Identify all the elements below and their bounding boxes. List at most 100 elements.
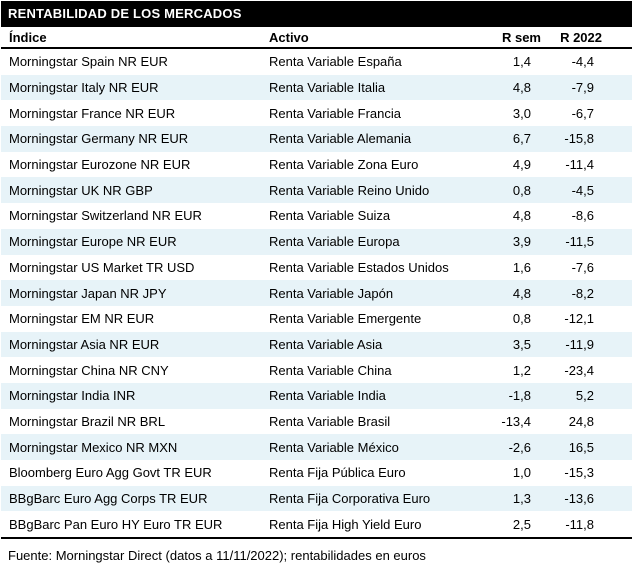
cell-rsem: 1,2 [512, 362, 531, 378]
cell-r2022: 24,8 [568, 413, 594, 429]
table-row: Morningstar Germany NR EUR Renta Variable… [1, 126, 632, 152]
cell-activo: Renta Variable Alemania [269, 131, 412, 147]
cell-r2022: -8,2 [571, 285, 594, 301]
table-row: BBgBarc Pan Euro HY Euro TR EUR Renta Fij… [1, 511, 632, 537]
cell-rsem: 0,8 [512, 182, 531, 198]
cell-rsem: 4,8 [512, 285, 531, 301]
cell-rsem: 1,0 [512, 465, 531, 481]
table-row: Morningstar Mexico NR MXN Renta Variable … [1, 434, 632, 460]
cell-rsem: 3,5 [512, 336, 531, 352]
cell-indice: Morningstar Spain NR EUR [9, 54, 168, 70]
cell-activo: Renta Variable España [269, 54, 402, 70]
cell-indice: Morningstar Switzerland NR EUR [9, 208, 202, 224]
cell-activo: Renta Variable Francia [269, 105, 401, 121]
cell-rsem: 4,8 [512, 208, 531, 224]
cell-r2022: -15,8 [564, 131, 594, 147]
table-body: Morningstar Spain NR EUR Renta Variable E… [1, 49, 632, 540]
table-row: Morningstar Eurozone NR EUR Renta Variabl… [1, 152, 632, 178]
cell-r2022: -11,5 [565, 234, 594, 250]
cell-rsem: 3,0 [512, 105, 531, 121]
cell-r2022: -7,9 [571, 80, 594, 96]
cell-activo: Renta Variable Zona Euro [269, 157, 419, 173]
cell-rsem: -2,6 [508, 439, 531, 455]
cell-activo: Renta Variable Suiza [269, 208, 391, 224]
cell-r2022: -7,6 [571, 259, 594, 275]
cell-indice: Morningstar Germany NR EUR [9, 131, 189, 147]
cell-activo: Renta Variable Emergente [269, 311, 422, 327]
col-header-indice: Índice [9, 29, 47, 45]
table-row: Morningstar Switzerland NR EUR Renta Vari… [1, 203, 632, 229]
cell-rsem: 1,3 [512, 491, 531, 507]
cell-rsem: 6,7 [512, 131, 531, 147]
cell-activo: Renta Variable Europa [269, 234, 400, 250]
col-header-r2022: R 2022 [560, 29, 602, 45]
cell-r2022: -23,4 [564, 362, 594, 378]
col-header-rsem: R sem [501, 29, 541, 45]
col-header-activo: Activo [269, 29, 309, 45]
cell-r2022: -4,5 [571, 182, 594, 198]
cell-indice: Morningstar Italy NR EUR [9, 80, 159, 96]
cell-activo: Renta Variable Japón [269, 285, 394, 301]
table-row: Bloomberg Euro Agg Govt TR EUR Renta Fija… [1, 460, 632, 486]
cell-activo: Renta Fija Corporativa Euro [269, 491, 431, 507]
cell-r2022: 16,5 [568, 439, 594, 455]
cell-rsem: 0,8 [512, 311, 531, 327]
cell-indice: Morningstar Eurozone NR EUR [9, 157, 191, 173]
cell-rsem: 1,6 [512, 259, 531, 275]
cell-activo: Renta Variable Estados Unidos [269, 259, 449, 275]
table-row: Morningstar UK NR GBP Renta Variable Rein… [1, 177, 632, 204]
cell-rsem: 4,8 [512, 80, 531, 96]
cell-r2022: -11,4 [565, 157, 594, 173]
cell-activo: Renta Variable Italia [269, 80, 386, 96]
table-row: Morningstar EM NR EUR Renta Variable Emer… [1, 306, 632, 332]
table-row: Morningstar India INR Renta Variable Indi… [1, 382, 632, 409]
cell-r2022: -12,1 [564, 311, 594, 327]
cell-r2022: -11,9 [565, 336, 594, 352]
table-header-row: Índice Activo R sem R 2022 [1, 27, 632, 49]
cell-rsem: 1,4 [512, 54, 531, 70]
cell-rsem: -13,4 [501, 413, 531, 429]
table-row: Morningstar Asia NR EUR Renta Variable As… [1, 331, 632, 358]
cell-activo: Renta Fija High Yield Euro [269, 516, 422, 532]
table-title: RENTABILIDAD DE LOS MERCADOS [1, 1, 632, 27]
cell-indice: BBgBarc Pan Euro HY Euro TR EUR [9, 516, 223, 532]
cell-r2022: 5,2 [575, 388, 594, 404]
cell-r2022: -4,4 [571, 54, 594, 70]
cell-rsem: -1,8 [508, 388, 531, 404]
table-row: Morningstar Italy NR EUR Renta Variable I… [1, 74, 632, 101]
table-row: Morningstar France NR EUR Renta Variable … [1, 100, 632, 126]
cell-rsem: 4,9 [512, 157, 531, 173]
cell-indice: Morningstar UK NR GBP [9, 182, 153, 198]
cell-indice: Morningstar Japan NR JPY [9, 285, 167, 301]
cell-activo: Renta Variable México [269, 439, 399, 455]
cell-activo: Renta Variable Brasil [269, 413, 391, 429]
cell-indice: Morningstar Europe NR EUR [9, 234, 177, 250]
source-note: Fuente: Morningstar Direct (datos a 11/1… [8, 548, 426, 564]
cell-indice: Morningstar Mexico NR MXN [9, 439, 178, 455]
cell-r2022: -8,6 [571, 208, 594, 224]
cell-indice: Morningstar India INR [9, 388, 136, 404]
cell-rsem: 3,9 [512, 234, 531, 250]
cell-activo: Renta Fija Pública Euro [269, 465, 406, 481]
table-row: BBgBarc Euro Agg Corps TR EUR Renta Fija … [1, 485, 632, 512]
cell-r2022: -13,6 [564, 491, 594, 507]
cell-indice: Morningstar China NR CNY [9, 362, 169, 378]
returns-table: RENTABILIDAD DE LOS MERCADOS Índice Acti… [1, 1, 632, 540]
cell-indice: Bloomberg Euro Agg Govt TR EUR [9, 465, 212, 481]
cell-indice: Morningstar Brazil NR BRL [9, 413, 166, 429]
cell-indice: BBgBarc Euro Agg Corps TR EUR [9, 491, 208, 507]
table-row: Morningstar Europe NR EUR Renta Variable … [1, 228, 632, 255]
table-row: Morningstar Spain NR EUR Renta Variable E… [1, 49, 632, 75]
table-row: Morningstar Brazil NR BRL Renta Variable … [1, 409, 632, 435]
cell-indice: Morningstar Asia NR EUR [9, 336, 160, 352]
table-row: Morningstar US Market TR USD Renta Variab… [1, 255, 632, 281]
cell-activo: Renta Variable Asia [269, 336, 383, 352]
cell-rsem: 2,5 [512, 516, 531, 532]
cell-activo: Renta Variable India [269, 388, 386, 404]
cell-activo: Renta Variable China [269, 362, 392, 378]
cell-indice: Morningstar France NR EUR [9, 105, 176, 121]
cell-indice: Morningstar EM NR EUR [9, 311, 155, 327]
table-row: Morningstar Japan NR JPY Renta Variable J… [1, 280, 632, 306]
cell-indice: Morningstar US Market TR USD [9, 259, 195, 275]
